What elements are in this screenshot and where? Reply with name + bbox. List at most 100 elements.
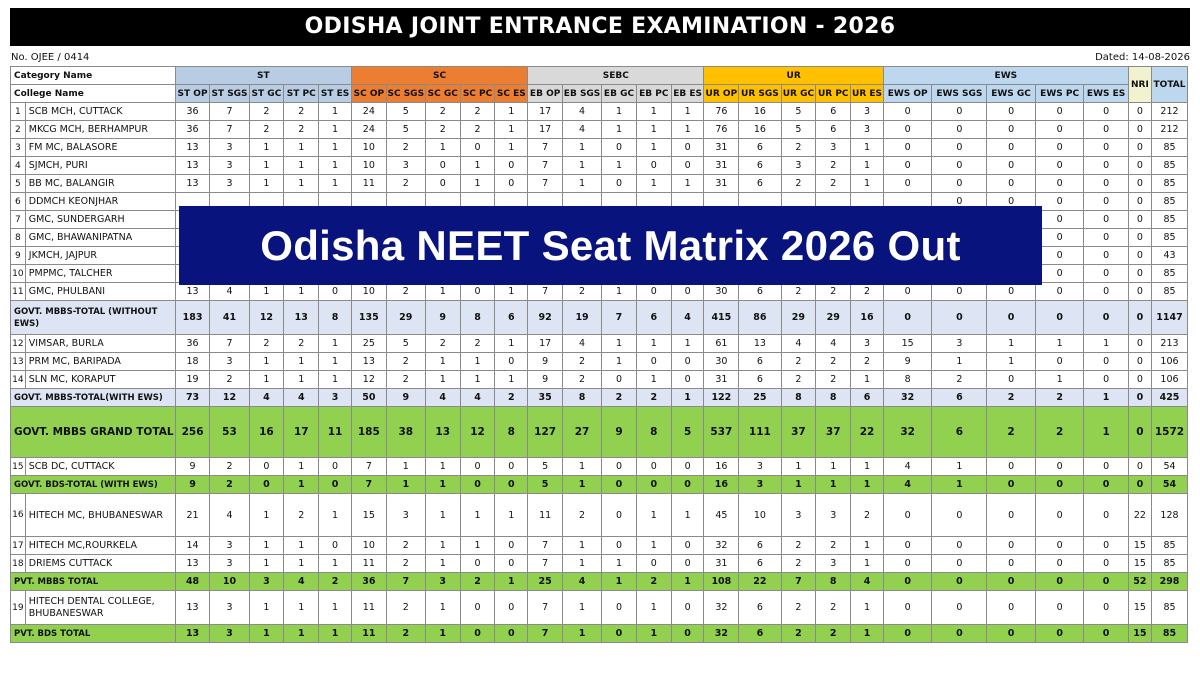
seat-count: 1 xyxy=(601,282,637,301)
seat-count: 0 xyxy=(986,370,1036,389)
table-row: 18 DRIEMS CUTTACK 13 3 1 1 1 11 2 1 0 0 7 1 1 0 0 31 6 2 3 1 0… xyxy=(10,554,1188,573)
seat-count: 85 xyxy=(1151,192,1188,211)
seat-count: 3 xyxy=(815,554,852,573)
seat-count: 0 xyxy=(1083,174,1129,193)
seat-count: 45 xyxy=(703,493,740,537)
seat-count: 0 xyxy=(1127,192,1153,211)
seat-count: 0 xyxy=(494,156,529,175)
seat-count: 1 xyxy=(635,536,672,555)
seat-count: 9 xyxy=(527,352,564,371)
seat-count: 16 xyxy=(703,457,740,476)
seat-count: 1 xyxy=(850,174,884,193)
seat-count: 1 xyxy=(494,370,529,389)
total-count: 50 xyxy=(350,388,387,407)
seat-count: 10 xyxy=(738,493,782,537)
total-count: 1 xyxy=(494,572,529,591)
total-count: 108 xyxy=(703,572,740,591)
seat-count: 1 xyxy=(424,493,461,537)
seat-count: 0 xyxy=(459,590,496,625)
college-name: DDMCH KEONJHAR xyxy=(24,192,176,211)
table-row: 13 PRM MC, BARIPADA 18 3 1 1 1 13 2 1 1 0 9 2 1 0 0 30 6 2 2… xyxy=(10,352,1188,371)
seat-count: 0 xyxy=(670,352,705,371)
seat-count: 1 xyxy=(283,370,320,389)
seat-count: 0 xyxy=(635,457,672,476)
seat-count: 2 xyxy=(385,174,426,193)
college-name: SCB DC, CUTTACK xyxy=(24,457,176,476)
seat-count: 4 xyxy=(209,493,250,537)
seat-count: 5 xyxy=(385,102,426,121)
total-count: 48 xyxy=(174,572,211,591)
subcol-header: UR PC xyxy=(815,84,852,103)
seat-count: 7 xyxy=(527,174,564,193)
row-number: 11 xyxy=(10,282,26,301)
total-count: 16 xyxy=(248,406,285,458)
total-label: GOVT. MBBS-TOTAL(WITH EWS) xyxy=(10,388,176,407)
total-count: 1 xyxy=(424,475,461,494)
total-count: 6 xyxy=(635,300,672,335)
total-count: 25 xyxy=(527,572,564,591)
total-count: 425 xyxy=(1151,388,1188,407)
row-number: 3 xyxy=(10,138,26,157)
total-count: 0 xyxy=(459,624,496,643)
seat-count: 0 xyxy=(1127,282,1153,301)
seat-count: 0 xyxy=(986,590,1036,625)
total-count: 12 xyxy=(209,388,250,407)
total-count: 29 xyxy=(815,300,852,335)
subcol-header: SC PC xyxy=(459,84,496,103)
total-count: 0 xyxy=(986,300,1036,335)
seat-count: 0 xyxy=(1127,174,1153,193)
seat-count: 1 xyxy=(248,536,285,555)
seat-count: 0 xyxy=(1034,228,1085,247)
subcol-header: EB GC xyxy=(601,84,637,103)
seat-count: 10 xyxy=(350,536,387,555)
seat-count: 0 xyxy=(494,536,529,555)
row-number: 17 xyxy=(10,536,26,555)
college-name: HITECH MC, BHUBANESWAR xyxy=(24,493,176,537)
seat-count: 3 xyxy=(209,536,250,555)
subcol-header: UR GC xyxy=(780,84,817,103)
seat-count: 85 xyxy=(1151,156,1188,175)
seat-count: 0 xyxy=(1034,156,1085,175)
seat-count: 1 xyxy=(283,282,320,301)
seat-count: 85 xyxy=(1151,590,1188,625)
total-count: 256 xyxy=(174,406,211,458)
total-count: 8 xyxy=(815,572,852,591)
seat-count: 1 xyxy=(318,174,352,193)
college-name: VIMSAR, BURLA xyxy=(24,334,176,353)
seat-count: 0 xyxy=(1083,228,1129,247)
seat-count: 2 xyxy=(850,352,884,371)
seat-count: 2 xyxy=(562,352,603,371)
total-count: 1 xyxy=(318,624,352,643)
total-count: 9 xyxy=(174,475,211,494)
seat-count: 7 xyxy=(209,120,250,139)
college-name: HITECH DENTAL COLLEGE, BHUBANESWAR xyxy=(24,590,176,625)
seat-count: 1 xyxy=(1083,334,1129,353)
seat-count: 0 xyxy=(670,554,705,573)
total-count: 92 xyxy=(527,300,564,335)
seat-count: 0 xyxy=(494,590,529,625)
total-count: 32 xyxy=(703,624,740,643)
total-count: 298 xyxy=(1151,572,1188,591)
seat-count: 1 xyxy=(248,370,285,389)
total-count: 12 xyxy=(248,300,285,335)
seat-count: 0 xyxy=(1083,246,1129,265)
seat-count: 31 xyxy=(703,156,740,175)
seat-count: 3 xyxy=(209,156,250,175)
seat-count: 2 xyxy=(385,554,426,573)
subcol-header: EWS PC xyxy=(1034,84,1085,103)
subcol-header: EWS OP xyxy=(882,84,933,103)
table-row: 11 GMC, PHULBANI 13 4 1 1 0 10 2 1 0 1 7 2 1 0 0 30 6 2 2 2 0 0… xyxy=(10,282,1188,301)
seat-count: 1 xyxy=(248,156,285,175)
seat-count: 0 xyxy=(248,457,285,476)
row-number: 2 xyxy=(10,120,26,139)
seat-count: 85 xyxy=(1151,554,1188,573)
seat-count: 1 xyxy=(635,334,672,353)
seat-count: 2 xyxy=(780,282,817,301)
seat-count: 0 xyxy=(986,156,1036,175)
seat-matrix-table: Category Name ST SC SEBC UR EWS NRI TOTA… xyxy=(10,66,1188,643)
seat-count: 1 xyxy=(850,156,884,175)
total-count: 13 xyxy=(174,624,211,643)
seat-count: 4 xyxy=(815,334,852,353)
seat-count: 1 xyxy=(248,493,285,537)
group-sebc: SEBC xyxy=(527,66,705,85)
